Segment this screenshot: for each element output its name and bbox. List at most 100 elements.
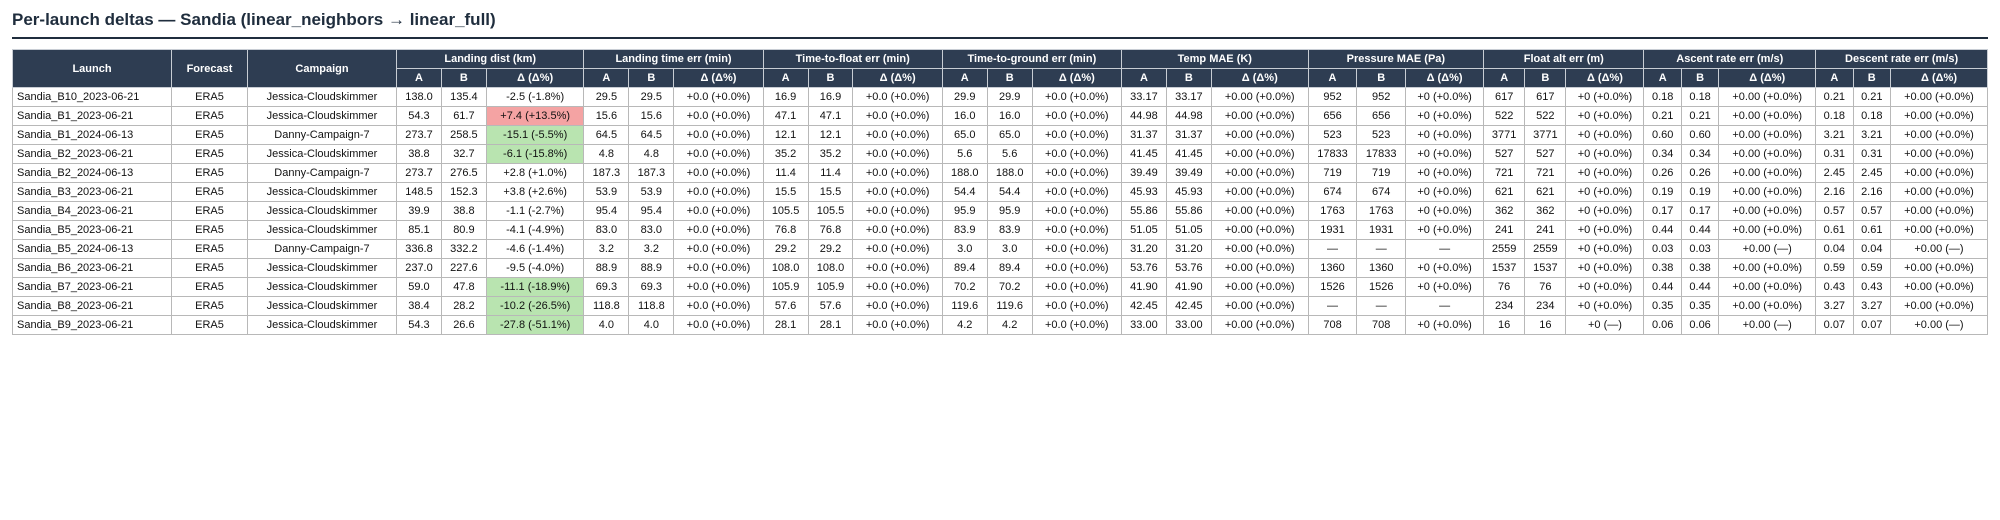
cell: 2559 [1524, 239, 1567, 259]
page: Per-launch deltas — Sandia (linear_neigh… [12, 10, 1989, 335]
cell: 336.8 [396, 239, 442, 259]
cell: 76.8 [762, 220, 809, 240]
cell: 15.5 [762, 182, 809, 202]
cell: 3.21 [1815, 125, 1854, 145]
cell: 234 [1483, 296, 1526, 316]
cell: 69.3 [628, 277, 675, 297]
cell: 258.5 [440, 125, 487, 145]
cell: +0.00 (+0.0%) [1718, 163, 1817, 183]
cell: ERA5 [171, 182, 248, 202]
cell: +0.00 (+0.0%) [1210, 144, 1309, 164]
cell: 0.18 [1680, 87, 1720, 107]
title: Per-launch deltas — Sandia (linear_neigh… [12, 10, 1988, 39]
cell: +0.00 (+0.0%) [1889, 296, 1989, 316]
cell: Jessica-Cloudskimmer [247, 182, 397, 202]
cell: 362 [1524, 201, 1567, 221]
cell: 33.17 [1120, 87, 1167, 107]
cell: 0.19 [1643, 182, 1682, 202]
cell: +7.4 (+13.5%) [485, 106, 585, 126]
cell: 4.8 [628, 144, 675, 164]
launch-cell: Sandia_B4_2023-06-21 [12, 201, 172, 221]
cell: 708 [1307, 315, 1358, 335]
cell: 0.34 [1680, 144, 1720, 164]
cell: 12.1 [762, 125, 809, 145]
cell: +0.0 (+0.0%) [1031, 163, 1122, 183]
cell: Danny-Campaign-7 [247, 239, 397, 259]
cell: +0.0 (+0.0%) [852, 296, 943, 316]
cell: +0.0 (+0.0%) [673, 201, 764, 221]
column-header: Forecast [171, 49, 248, 88]
cell: 51.05 [1120, 220, 1167, 240]
cell: 1526 [1356, 277, 1407, 297]
cell: +0.00 (—) [1718, 239, 1817, 259]
cell: 16.9 [807, 87, 854, 107]
group-header: Time-to-float err (min) [762, 49, 943, 69]
cell: 0.07 [1815, 315, 1854, 335]
cell: -6.1 (-15.8%) [485, 144, 585, 164]
launch-cell: Sandia_B5_2024-06-13 [12, 239, 172, 259]
cell: 0.19 [1680, 182, 1720, 202]
cell: 29.9 [986, 87, 1033, 107]
cell: 15.5 [807, 182, 854, 202]
cell: 0.60 [1643, 125, 1682, 145]
subheader: Δ (Δ%) [1031, 68, 1122, 88]
cell: 3.27 [1815, 296, 1854, 316]
cell: 45.93 [1165, 182, 1212, 202]
cell: 54.4 [941, 182, 988, 202]
subheader: Δ (Δ%) [852, 68, 943, 88]
cell: 29.5 [583, 87, 630, 107]
cell: 39.49 [1120, 163, 1167, 183]
cell: +0.00 (+0.0%) [1718, 201, 1817, 221]
cell: 0.57 [1852, 201, 1891, 221]
cell: 47.1 [807, 106, 854, 126]
data-row: Sandia_B6_2023-06-21 ERA5 Jessica-Cloudski… [12, 258, 1989, 278]
cell: -9.5 (-4.0%) [485, 258, 585, 278]
cell: 65.0 [941, 125, 988, 145]
cell: — [1307, 239, 1358, 259]
cell: +0.0 (+0.0%) [1031, 106, 1122, 126]
cell: 952 [1356, 87, 1407, 107]
cell: ERA5 [171, 315, 248, 335]
cell: 85.1 [396, 220, 442, 240]
cell: +0.00 (+0.0%) [1889, 163, 1989, 183]
cell: 1360 [1307, 258, 1358, 278]
cell: 523 [1356, 125, 1407, 145]
subheader: Δ (Δ%) [1405, 68, 1485, 88]
cell: 721 [1524, 163, 1567, 183]
subheader: Δ (Δ%) [485, 68, 585, 88]
cell: Danny-Campaign-7 [247, 125, 397, 145]
cell: — [1307, 296, 1358, 316]
cell: 0.44 [1680, 277, 1720, 297]
cell: 656 [1307, 106, 1358, 126]
cell: 108.0 [762, 258, 809, 278]
cell: +2.8 (+1.0%) [485, 163, 585, 183]
cell: 61.7 [440, 106, 487, 126]
cell: 83.9 [941, 220, 988, 240]
cell: +0.0 (+0.0%) [1031, 125, 1122, 145]
cell: 105.5 [807, 201, 854, 221]
cell: 0.18 [1815, 106, 1854, 126]
cell: 47.1 [762, 106, 809, 126]
subheader: B [986, 68, 1033, 88]
cell: ERA5 [171, 277, 248, 297]
cell: 227.6 [440, 258, 487, 278]
cell: +0.0 (+0.0%) [673, 163, 764, 183]
cell: +0.00 (+0.0%) [1889, 277, 1989, 297]
cell: 1537 [1483, 258, 1526, 278]
cell: +0 (+0.0%) [1565, 296, 1645, 316]
cell: 31.37 [1165, 125, 1212, 145]
cell: +0.00 (—) [1889, 315, 1989, 335]
cell: 38.8 [440, 201, 487, 221]
cell: 1360 [1356, 258, 1407, 278]
cell: 51.05 [1165, 220, 1212, 240]
cell: 523 [1307, 125, 1358, 145]
cell: 1931 [1307, 220, 1358, 240]
cell: 5.6 [986, 144, 1033, 164]
cell: 3.0 [941, 239, 988, 259]
cell: Jessica-Cloudskimmer [247, 201, 397, 221]
cell: 53.76 [1165, 258, 1212, 278]
cell: 31.20 [1120, 239, 1167, 259]
cell: +0.00 (+0.0%) [1889, 106, 1989, 126]
cell: 617 [1483, 87, 1526, 107]
cell: +0.00 (+0.0%) [1889, 258, 1989, 278]
